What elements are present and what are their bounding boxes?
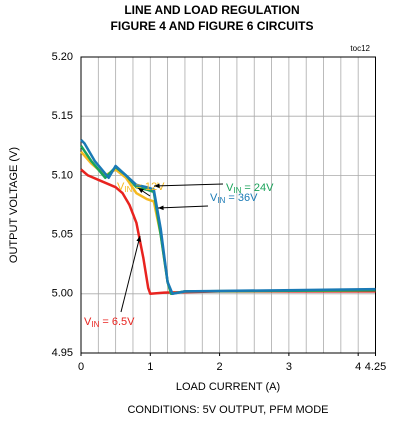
y-tick-label: 4.95 xyxy=(52,347,73,359)
series-line xyxy=(79,145,376,296)
annotation-label: VIN = 36V xyxy=(210,192,258,205)
annotation-arrowhead xyxy=(138,188,144,194)
annotation-label-part: = 12V xyxy=(132,181,165,193)
footnote: CONDITIONS: 5V OUTPUT, PFM MODE xyxy=(127,404,328,416)
annotation-label-part: V xyxy=(84,316,92,328)
y-tick-label: 5.20 xyxy=(52,51,73,63)
x-tick-label: 0 xyxy=(78,361,84,373)
y-tick-label: 5.15 xyxy=(52,110,73,122)
annotation-label-part: V xyxy=(117,181,125,193)
x-tick-label: 4.25 xyxy=(365,361,386,373)
annotation-label-sub: IN xyxy=(217,196,225,205)
x-tick-label: 1 xyxy=(147,361,153,373)
x-tick-label: 4 xyxy=(355,361,361,373)
annotation-label-part: = 36V xyxy=(225,192,258,204)
annotation-label-part: V xyxy=(210,192,218,204)
annotation-label-part: V xyxy=(226,182,234,194)
annotation-label-sub: IN xyxy=(91,320,99,329)
x-tick-label: 3 xyxy=(286,361,292,373)
figure-tag: toc12 xyxy=(350,44,370,53)
x-axis-label: LOAD CURRENT (A) xyxy=(176,381,280,393)
annotation-arrowhead xyxy=(158,205,164,211)
annotation-arrow xyxy=(157,205,209,209)
annotation-label-sub: IN xyxy=(233,186,241,195)
annotation-label: VIN = 24V xyxy=(226,182,274,195)
annotation-label: VIN = 12V xyxy=(117,181,165,194)
y-tick-label: 5.05 xyxy=(52,229,73,241)
chart-title: LINE AND LOAD REGULATION xyxy=(124,3,299,17)
annotation-label-part: = 24V xyxy=(241,182,274,194)
chart-title: FIGURE 4 AND FIGURE 6 CIRCUITS xyxy=(111,19,314,33)
annotation-arrowhead xyxy=(154,183,160,189)
y-axis-label: OUTPUT VOLTAGE (V) xyxy=(8,147,20,263)
annotation-arrowhead xyxy=(136,236,141,242)
plot-frame xyxy=(80,56,376,354)
annotation-label-part: = 6.5V xyxy=(99,316,135,328)
annotation-arrow xyxy=(120,235,141,313)
annotation-label-sub: IN xyxy=(124,185,132,194)
x-tick-label: 2 xyxy=(217,361,223,373)
y-tick-label: 5.00 xyxy=(52,288,73,300)
series-line xyxy=(80,139,376,296)
y-tick-label: 5.10 xyxy=(52,169,73,181)
annotation-label: VIN = 6.5V xyxy=(84,316,135,329)
series-line xyxy=(80,168,376,296)
annotation-arrow xyxy=(153,183,224,187)
